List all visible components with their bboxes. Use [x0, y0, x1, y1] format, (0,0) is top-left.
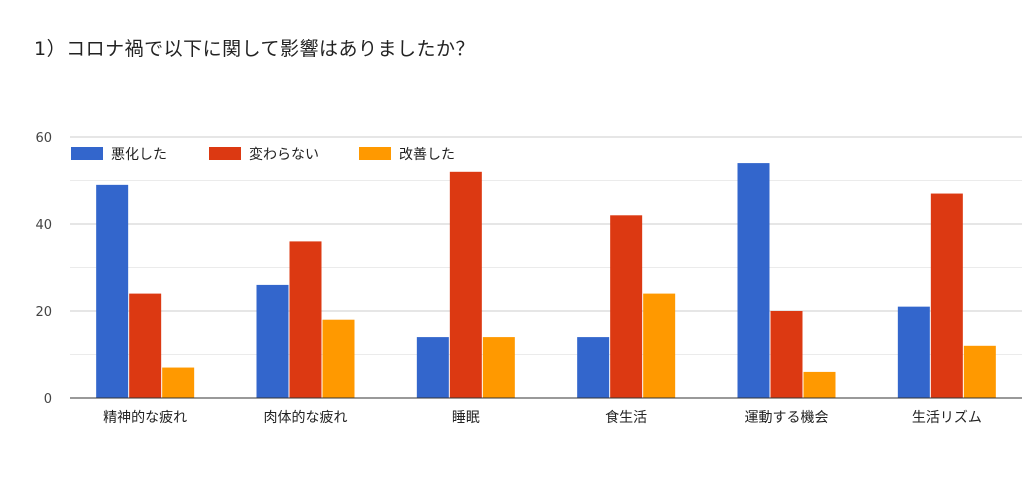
bar-1 [737, 163, 770, 398]
bar-2 [930, 193, 963, 398]
bar-1 [577, 337, 610, 398]
legend-label: 改善した [399, 147, 455, 163]
bar-2 [129, 293, 162, 398]
category-label: 精神的な疲れ [103, 409, 187, 426]
chart-title: 1）コロナ禍で以下に関して影響はありましたか？ [34, 38, 476, 60]
legend-swatch [359, 147, 391, 160]
bar-2 [449, 171, 482, 398]
category-label: 睡眠 [452, 410, 480, 426]
category-label: 運動する機会 [745, 410, 829, 426]
legend-swatch [71, 147, 103, 160]
y-tick-label: 0 [44, 392, 52, 407]
category-label: 食生活 [605, 409, 647, 426]
bar-3 [963, 345, 996, 398]
bar-3 [482, 337, 515, 398]
y-tick-label: 40 [35, 218, 52, 233]
bar-1 [897, 306, 930, 398]
bar-2 [289, 241, 322, 398]
bar-3 [162, 367, 195, 398]
legend-label: 悪化した [111, 147, 167, 163]
bar-3 [322, 319, 355, 398]
bar-1 [416, 337, 449, 398]
bar-2 [610, 215, 643, 398]
bar-2 [770, 311, 803, 398]
legend-label: 変わらない [249, 146, 319, 163]
y-tick-label: 60 [35, 131, 52, 146]
bar-3 [643, 293, 676, 398]
category-label: 肉体的な疲れ [264, 409, 348, 426]
bar-1 [256, 284, 289, 398]
bar-3 [803, 371, 836, 398]
bar-1 [96, 184, 129, 398]
legend-swatch [209, 147, 241, 160]
category-label: 生活リズム [912, 410, 982, 426]
y-tick-label: 20 [35, 305, 52, 320]
